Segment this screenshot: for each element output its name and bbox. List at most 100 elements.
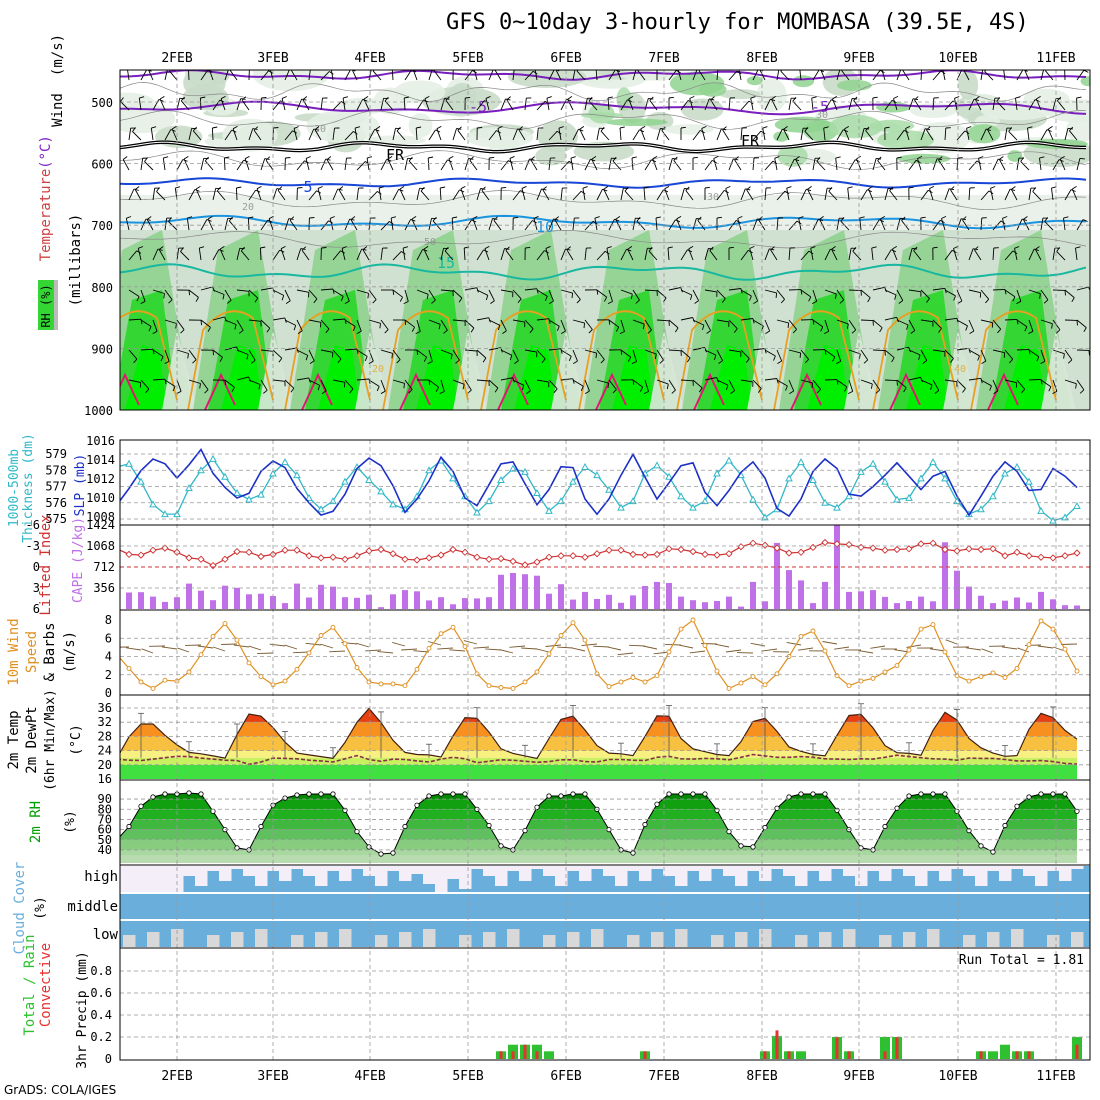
lifted-index-point [365, 547, 373, 555]
wind-barb [444, 250, 454, 261]
wind-barb-flag [920, 216, 926, 219]
wind-barb [380, 221, 390, 231]
wind-speed-point [618, 679, 624, 685]
cape-bar [930, 601, 936, 609]
wind-barb [908, 349, 921, 356]
date-label-bottom: 10FEB [938, 1069, 977, 1084]
wind-barb [176, 379, 182, 392]
thickness-point [929, 458, 937, 466]
wind-barb-flag [439, 391, 445, 395]
wind-barb [344, 319, 356, 327]
cape-bar [1014, 597, 1020, 609]
rh-contour-line [120, 150, 1087, 170]
lifted-index-point [1013, 548, 1021, 556]
contour-label: FR [741, 132, 760, 150]
wind-barb-flag [270, 67, 275, 69]
wind-barb [656, 189, 664, 201]
wind-barb-flag [379, 323, 381, 329]
wind-barb-flag [195, 297, 199, 302]
wind-barb [500, 319, 507, 331]
wind-barb-flag [792, 97, 797, 102]
thickness-point [545, 506, 553, 514]
wind-barb-flag [309, 217, 315, 219]
wind-barb-flag [749, 295, 752, 301]
wind-speed-point [858, 678, 864, 684]
wind-speed-point [750, 674, 756, 680]
wind-barb [272, 289, 284, 296]
wind-barb-flag [908, 347, 911, 353]
wind-barb-flag [1052, 390, 1058, 394]
wind-barb-flag [740, 288, 743, 294]
wind-barb-flag [231, 387, 235, 392]
wind-barb [146, 219, 154, 231]
wind-barb [452, 349, 460, 361]
wind-barb [978, 158, 982, 171]
wind-barb-flag [258, 384, 261, 390]
wind-barb [536, 349, 546, 360]
wind-barb [188, 70, 190, 81]
cloud-high-clear [771, 866, 784, 869]
wind-barb-flag [800, 67, 805, 68]
wind-barb [1047, 128, 1054, 141]
cape-bar [162, 601, 168, 609]
cape-bar [822, 581, 828, 609]
lifted-index-point [929, 539, 937, 547]
rh-point [894, 805, 900, 811]
pressure-axis-label: (millibars) [68, 214, 84, 307]
cloud-high-clear [603, 866, 616, 876]
wind-barb-flag [1083, 327, 1087, 333]
wind-barb-flag [396, 359, 401, 364]
wind-barb-flag [145, 218, 151, 221]
lifted-index-point [785, 549, 793, 557]
wind-barb [776, 129, 783, 141]
wind-barb-flag [366, 156, 373, 159]
lifted-index-point [893, 545, 901, 554]
cape-bar [138, 592, 144, 609]
rh-tick-label: 80 [98, 802, 112, 816]
wind-barb-flag [770, 98, 776, 102]
wind-speed-point [1050, 626, 1056, 632]
wind-barb [236, 248, 241, 261]
wind-barb-flag [132, 127, 136, 132]
wind-barb [807, 189, 814, 201]
wind-barb-flag [133, 358, 138, 364]
wind-barb-flag [1055, 329, 1061, 334]
wind-barb [820, 70, 826, 81]
wind-barb-flag [285, 300, 291, 304]
wind-barb [524, 158, 530, 171]
rh-point [198, 791, 204, 797]
wind-speed-point [126, 665, 132, 671]
wind-barb [668, 379, 676, 391]
wind-barb [308, 349, 315, 361]
thickness-point [1049, 516, 1057, 524]
rh-shading-cloud [306, 110, 380, 143]
wind-barb [884, 349, 895, 359]
wind-barb-10m [607, 646, 622, 651]
wind-barb [305, 158, 310, 171]
wind-barb [926, 129, 934, 141]
wind-barb [1015, 98, 1018, 111]
precip-tick-label: 0 [105, 1052, 112, 1066]
wind-barb [411, 218, 418, 231]
wind-barb [896, 319, 909, 326]
wind-barb [505, 250, 514, 261]
wind-barb [770, 249, 778, 261]
wind-barb [588, 100, 598, 111]
wind-barb [816, 160, 826, 171]
cloud-low [459, 935, 472, 947]
cloud-high-clear [531, 866, 544, 869]
cape-bar [390, 594, 396, 609]
wind-barb-flag [795, 156, 800, 160]
wind-barb [759, 70, 766, 81]
wind-barb [795, 159, 802, 171]
wind-barb-flag [192, 126, 197, 132]
cape-bar [126, 592, 132, 609]
thickness-point [701, 497, 709, 505]
wind-barb [860, 349, 869, 361]
wind-barb-flag [251, 359, 256, 364]
wind-speed-point [258, 674, 264, 680]
wind-barb [140, 379, 150, 390]
wind-barb-flag [374, 128, 380, 132]
cape-bar [234, 587, 240, 609]
cloud-high-clear [243, 866, 256, 876]
